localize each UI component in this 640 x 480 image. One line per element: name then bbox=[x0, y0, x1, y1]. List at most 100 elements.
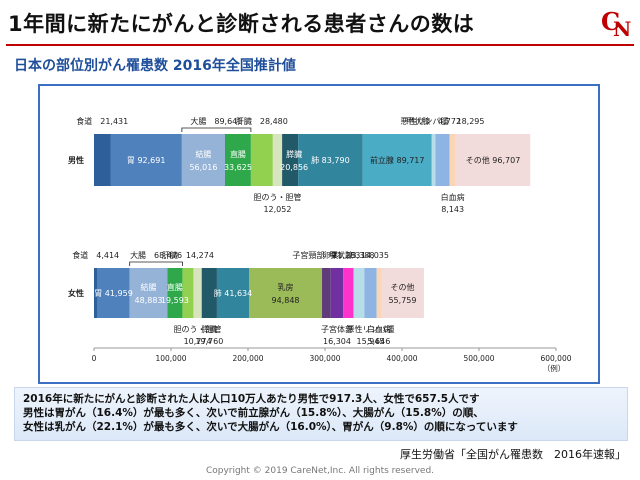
data-label: 肝臓 14,274 bbox=[162, 250, 214, 260]
data-label-value: 5,646 bbox=[367, 337, 390, 346]
x-tick-label: 100,000 bbox=[155, 354, 186, 363]
bar-segment bbox=[94, 134, 111, 186]
bar-segment bbox=[364, 268, 377, 318]
x-tick-label: 600,000 bbox=[540, 354, 571, 363]
chart-frame: 0 100,000 200,000 300,000 400,000 500,000 600,… bbox=[38, 84, 600, 384]
x-unit-label: （例） bbox=[543, 363, 566, 373]
bar-segment bbox=[248, 268, 323, 318]
data-label-name: 結腸 bbox=[195, 149, 211, 159]
note-line-1: 2016年に新たにがんと診断された人は人口10万人あたり男性で917.3人、女性… bbox=[23, 393, 480, 405]
data-label-name: 白血病 bbox=[441, 192, 465, 202]
data-label: 食道 4,414 bbox=[72, 250, 119, 260]
data-label-value: 20,856 bbox=[280, 163, 308, 172]
data-label: 肺 83,790 bbox=[311, 156, 350, 165]
bar-segment bbox=[449, 134, 456, 186]
bracket-colon bbox=[129, 261, 183, 266]
bar-segment bbox=[225, 134, 251, 186]
data-label-name: 膵臓 bbox=[286, 149, 302, 159]
chart-subtitle: 日本の部位別がん罹患数 2016年全国推計値 bbox=[14, 58, 296, 74]
bar-segment bbox=[94, 268, 98, 318]
data-label-name: 悪性リンパ腫 bbox=[347, 324, 395, 334]
bar-segment bbox=[201, 268, 217, 318]
data-label: 前立腺 89,717 bbox=[370, 155, 425, 165]
bar-segment bbox=[110, 134, 182, 186]
data-label-value: 56,016 bbox=[189, 163, 217, 172]
data-label: 甲状腺 14,035 bbox=[329, 250, 389, 260]
x-tick-label: 300,000 bbox=[309, 354, 340, 363]
data-label-name: 結腸 bbox=[141, 282, 157, 292]
bar-segment bbox=[181, 134, 226, 186]
bracket-label: 大腸 68,476 bbox=[130, 250, 182, 260]
bar-segment bbox=[193, 268, 202, 318]
bar-segment bbox=[376, 268, 382, 318]
data-label-value: 48,883 bbox=[135, 296, 163, 305]
bar-segment bbox=[435, 134, 450, 186]
bar-segment bbox=[97, 268, 130, 318]
data-label-name: 直腸 bbox=[167, 282, 183, 292]
x-tick-label: 500,000 bbox=[463, 354, 494, 363]
data-label-value: 10,774 bbox=[184, 337, 212, 346]
copyright: Copyright © 2019 CareNet,Inc. All rights… bbox=[205, 466, 435, 476]
page-title: 1年間に新たにがんと診断される患者さんの数は bbox=[8, 12, 475, 36]
source-citation: 厚生労働省「全国がん罹患数 2016年速報」 bbox=[400, 448, 626, 461]
title-divider bbox=[6, 44, 634, 46]
note-line-2: 男性は胃がん（16.4%）が最も多く、次いで前立腺がん（15.8%）、大腸がん（… bbox=[23, 407, 484, 419]
data-label-name: 膵臓 bbox=[201, 324, 217, 334]
bar-segment bbox=[343, 268, 354, 318]
data-label: 食道 21,431 bbox=[76, 116, 128, 126]
data-label-value: 19,760 bbox=[195, 337, 223, 346]
data-label-value: 15,945 bbox=[357, 337, 385, 346]
x-tick-label: 0 bbox=[92, 354, 97, 363]
data-label-name: 白血病 bbox=[367, 324, 391, 334]
data-label-name: 胆のう・胆管 bbox=[253, 192, 301, 202]
data-label: その他 96,707 bbox=[466, 155, 521, 165]
data-label-name: その他 bbox=[390, 282, 414, 292]
bracket-colon bbox=[181, 127, 252, 132]
data-label-value: 55,759 bbox=[388, 296, 416, 305]
bar-segment bbox=[182, 268, 194, 318]
bar-segment bbox=[330, 268, 344, 318]
data-label-name: 胆のう・胆管 bbox=[174, 324, 222, 334]
bar-segment bbox=[431, 134, 436, 186]
x-tick-label: 200,000 bbox=[232, 354, 263, 363]
category-label: 男性 bbox=[68, 155, 84, 165]
data-label-value: 16,304 bbox=[323, 337, 351, 346]
bar-segment bbox=[216, 268, 249, 318]
data-label-name: 乳房 bbox=[278, 282, 294, 292]
data-label: 胃 92,691 bbox=[127, 156, 166, 165]
bracket-label: 大腸 89,641 bbox=[190, 116, 242, 126]
note-line-3: 女性は乳がん（22.1%）が最も多く、次いで大腸がん（16.0%）、胃がん（9.… bbox=[23, 421, 518, 433]
data-label-value: 94,848 bbox=[272, 296, 300, 305]
bar-segment bbox=[167, 268, 183, 318]
bar-segment bbox=[250, 134, 273, 186]
data-label: 甲状腺 4,772 bbox=[406, 116, 461, 126]
data-label: 子宮頸部 11,283 bbox=[292, 250, 360, 260]
bar-segment bbox=[129, 268, 168, 318]
x-tick-label: 400,000 bbox=[386, 354, 417, 363]
bar-segment bbox=[322, 268, 331, 318]
bar-segment bbox=[381, 268, 424, 318]
data-label: 肺 41,634 bbox=[214, 289, 253, 298]
bar-segment bbox=[362, 134, 432, 186]
data-label-value: 19,593 bbox=[161, 296, 189, 305]
svg-text:N: N bbox=[613, 17, 631, 40]
data-label: 肝臓 28,480 bbox=[236, 116, 288, 126]
summary-note: 2016年に新たにがんと診断された人は人口10万人あたり男性で917.3人、女性… bbox=[14, 387, 628, 441]
data-label-value: 33,625 bbox=[224, 163, 252, 172]
bar-segment bbox=[298, 134, 363, 186]
carenet-logo-icon: C N bbox=[601, 7, 631, 40]
stacked-bar-chart: 0 100,000 200,000 300,000 400,000 500,000 600,… bbox=[68, 116, 572, 373]
bar-segment bbox=[282, 134, 299, 186]
data-label-value: 8,143 bbox=[441, 205, 464, 214]
bar-segment bbox=[272, 134, 283, 186]
bar-segment bbox=[455, 134, 531, 186]
data-label-name: 直腸 bbox=[230, 149, 246, 159]
data-label-name: 子宮体部 bbox=[321, 324, 353, 334]
category-label: 女性 bbox=[68, 288, 84, 298]
bar-segment bbox=[353, 268, 365, 318]
data-label: 胃 41,959 bbox=[94, 289, 133, 298]
data-label: 卵巣 13,388 bbox=[322, 250, 374, 260]
data-label-value: 12,052 bbox=[263, 205, 291, 214]
data-label: 悪性リンパ腫 18,295 bbox=[400, 116, 484, 126]
svg-text:C: C bbox=[601, 7, 620, 36]
